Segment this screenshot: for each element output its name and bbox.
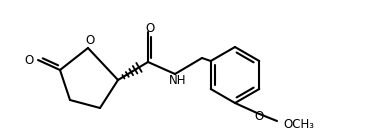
Text: OCH₃: OCH₃ bbox=[283, 117, 314, 131]
Text: O: O bbox=[24, 54, 34, 67]
Text: O: O bbox=[85, 34, 94, 47]
Text: NH: NH bbox=[169, 75, 187, 87]
Text: O: O bbox=[145, 22, 154, 35]
Text: O: O bbox=[254, 109, 264, 123]
